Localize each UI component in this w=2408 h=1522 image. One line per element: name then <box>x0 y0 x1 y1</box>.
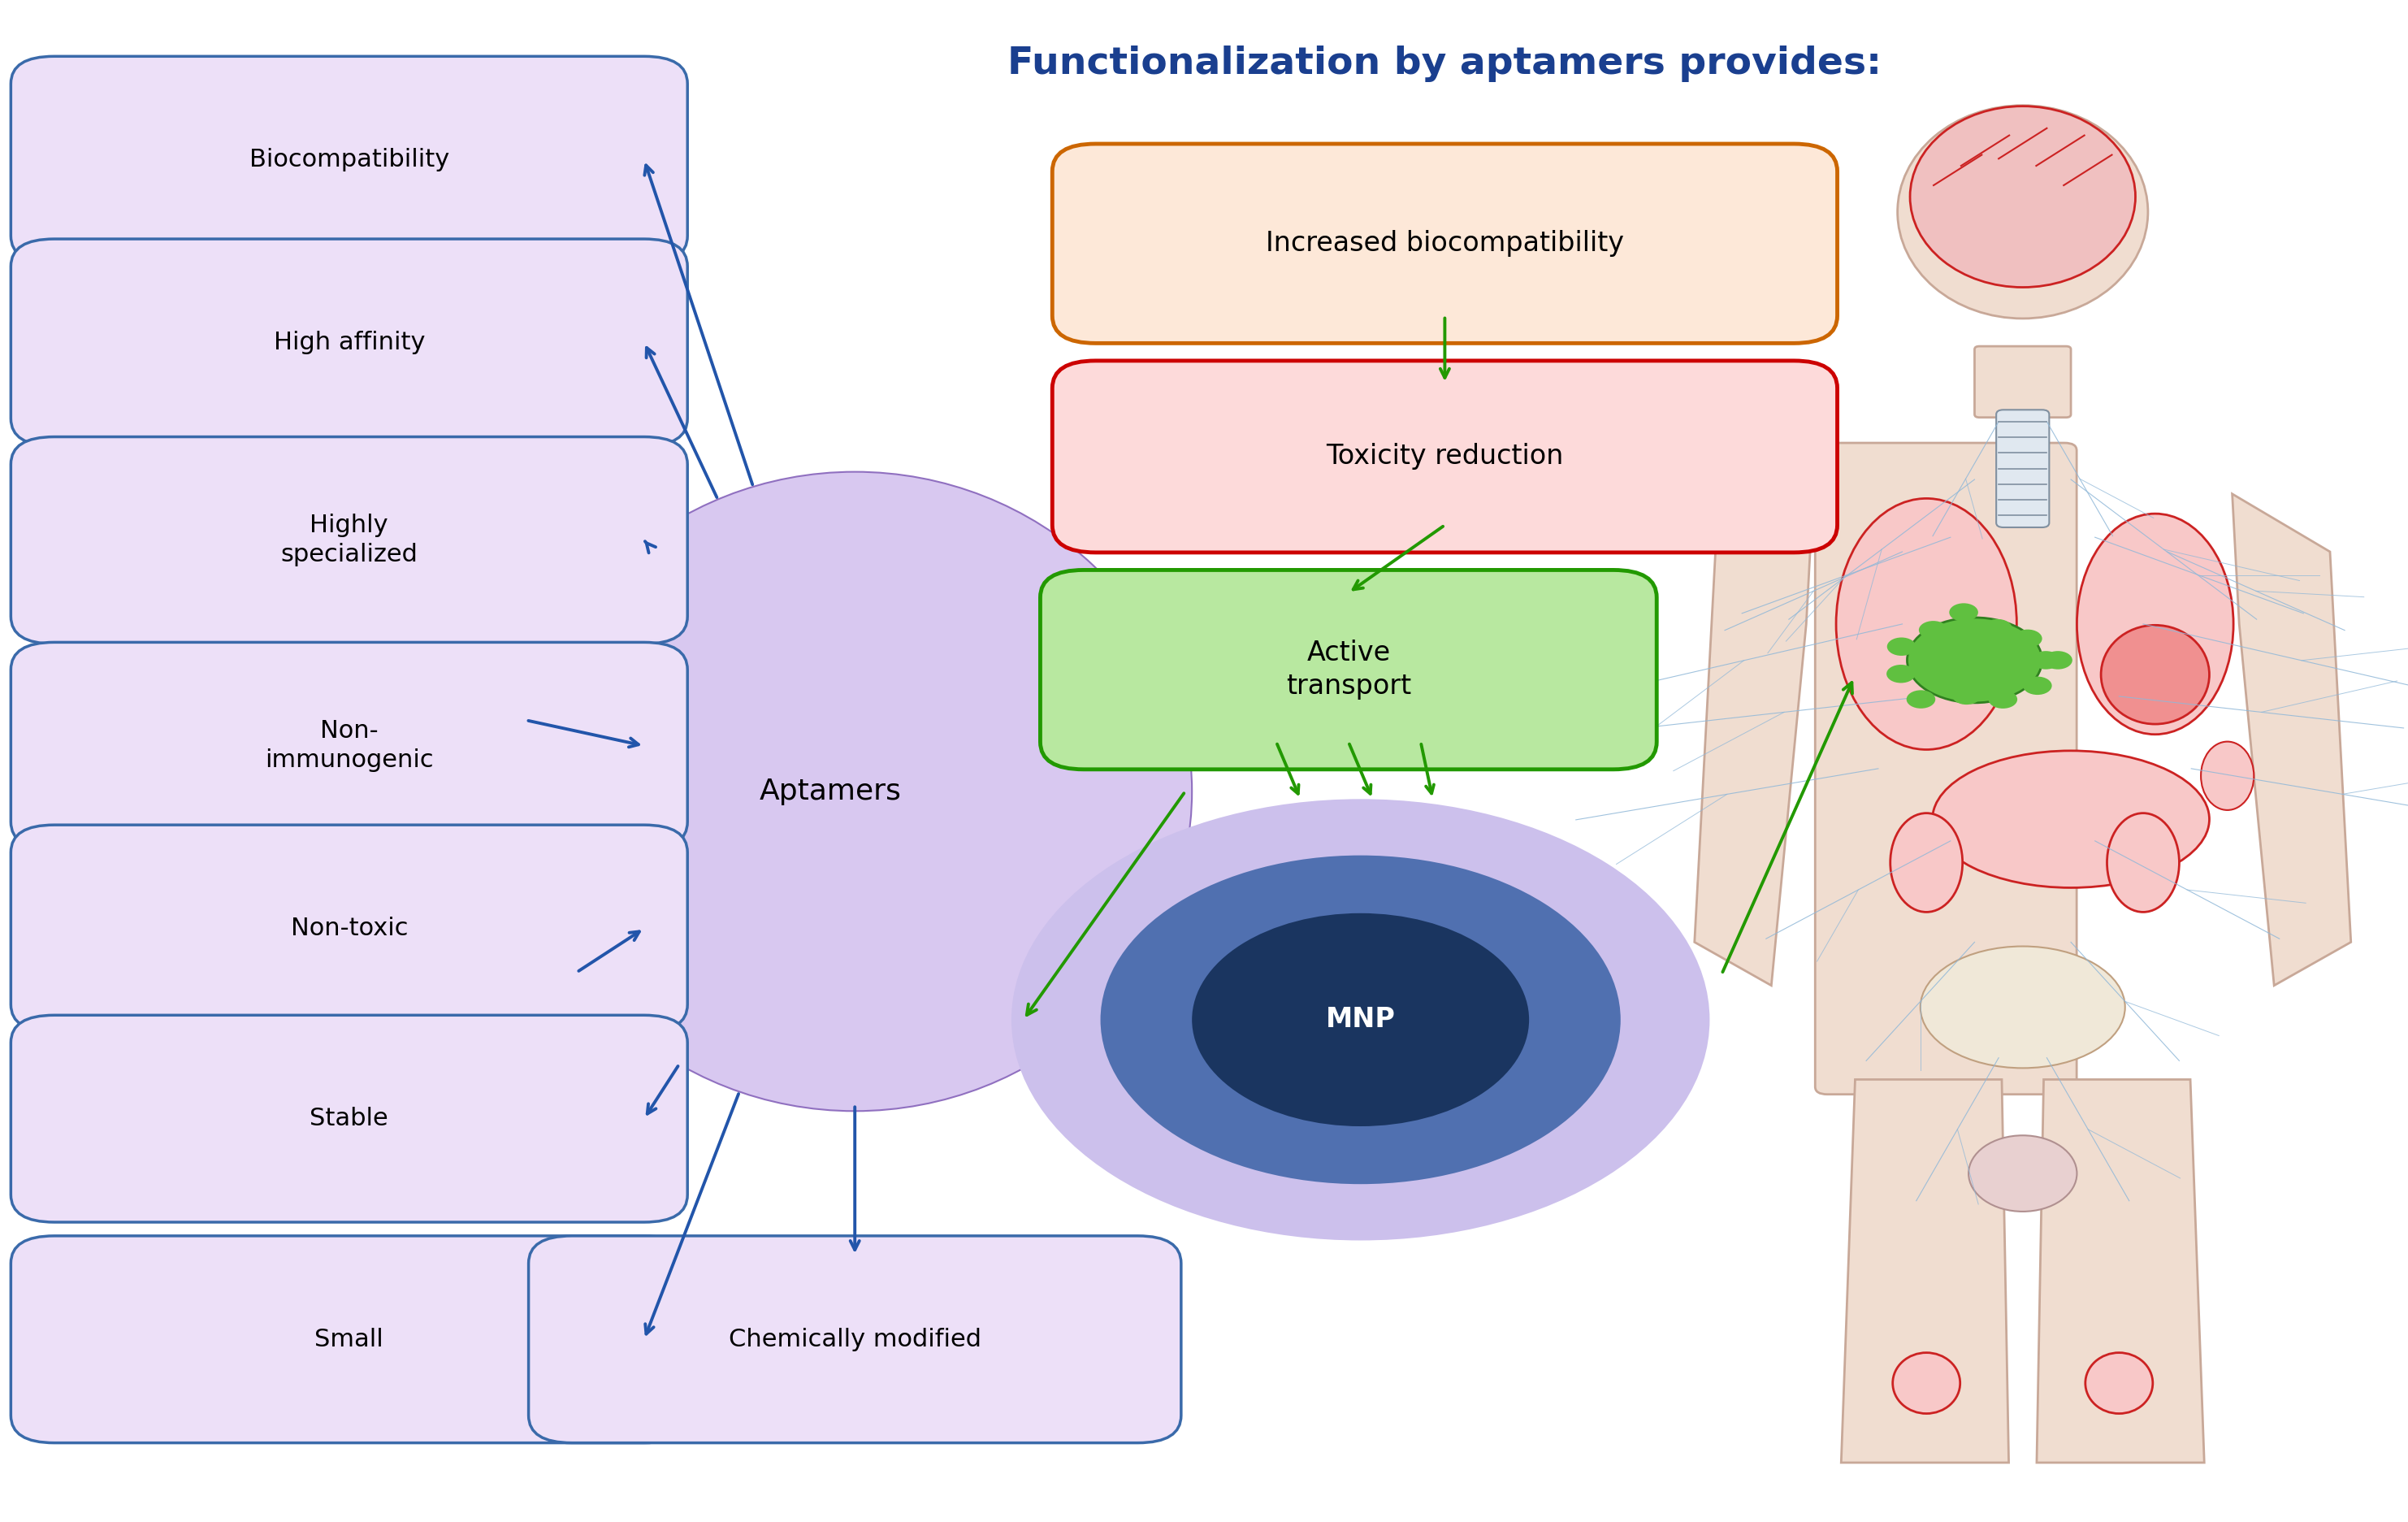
Text: Active
transport: Active transport <box>1286 639 1411 700</box>
FancyBboxPatch shape <box>1052 145 1837 344</box>
Ellipse shape <box>1931 750 2208 887</box>
Circle shape <box>2040 651 2068 670</box>
Text: Increased biocompatibility: Increased biocompatibility <box>1267 230 1623 257</box>
Text: Non-toxic: Non-toxic <box>291 916 407 941</box>
FancyBboxPatch shape <box>1996 409 2049 528</box>
Circle shape <box>1900 639 1929 658</box>
Ellipse shape <box>2076 514 2235 735</box>
Circle shape <box>2015 651 2044 670</box>
Circle shape <box>1910 615 1938 633</box>
FancyBboxPatch shape <box>10 239 689 446</box>
FancyBboxPatch shape <box>1040 571 1657 770</box>
FancyBboxPatch shape <box>10 1236 689 1443</box>
Ellipse shape <box>1922 947 2124 1068</box>
Circle shape <box>1100 855 1621 1184</box>
Ellipse shape <box>1898 105 2148 318</box>
Circle shape <box>1192 913 1529 1126</box>
Circle shape <box>1948 598 1977 616</box>
Text: Small: Small <box>315 1327 383 1352</box>
Polygon shape <box>1695 495 1813 986</box>
FancyBboxPatch shape <box>1816 443 2076 1094</box>
Circle shape <box>2008 671 2037 689</box>
Ellipse shape <box>2107 813 2179 912</box>
Text: Toxicity reduction: Toxicity reduction <box>1327 443 1563 470</box>
Text: High affinity: High affinity <box>275 330 424 355</box>
Circle shape <box>1907 618 2042 703</box>
FancyBboxPatch shape <box>10 56 689 263</box>
FancyBboxPatch shape <box>1052 361 1837 552</box>
Circle shape <box>1011 799 1710 1240</box>
Ellipse shape <box>2201 741 2254 810</box>
Text: Functionalization by aptamers provides:: Functionalization by aptamers provides: <box>1007 46 1883 82</box>
Circle shape <box>1987 686 2015 705</box>
Ellipse shape <box>1967 1135 2076 1212</box>
FancyBboxPatch shape <box>10 825 689 1032</box>
FancyBboxPatch shape <box>527 1236 1180 1443</box>
FancyBboxPatch shape <box>1975 347 2071 417</box>
Circle shape <box>1950 697 1979 715</box>
Text: Biocompatibility: Biocompatibility <box>248 148 450 172</box>
FancyBboxPatch shape <box>10 437 689 644</box>
Circle shape <box>1919 680 1948 699</box>
Text: Highly
specialized: Highly specialized <box>282 514 417 566</box>
Ellipse shape <box>2085 1353 2153 1414</box>
Ellipse shape <box>518 472 1192 1111</box>
Circle shape <box>2028 624 2056 642</box>
Text: Non-
immunogenic: Non- immunogenic <box>265 720 433 772</box>
Circle shape <box>1895 664 1924 682</box>
Ellipse shape <box>2100 626 2211 724</box>
Text: Stable: Stable <box>311 1106 388 1131</box>
Ellipse shape <box>1890 813 1963 912</box>
Polygon shape <box>2232 495 2350 986</box>
Polygon shape <box>1842 1079 2008 1463</box>
Text: Aptamers: Aptamers <box>761 778 901 805</box>
Text: Chemically modified: Chemically modified <box>730 1327 980 1352</box>
Circle shape <box>1984 618 2013 636</box>
FancyBboxPatch shape <box>10 1015 689 1222</box>
FancyBboxPatch shape <box>10 642 689 849</box>
Ellipse shape <box>1893 1353 1960 1414</box>
Ellipse shape <box>1835 499 2018 750</box>
Text: MNP: MNP <box>1327 1006 1394 1033</box>
Ellipse shape <box>1910 107 2136 288</box>
Polygon shape <box>2037 1079 2203 1463</box>
